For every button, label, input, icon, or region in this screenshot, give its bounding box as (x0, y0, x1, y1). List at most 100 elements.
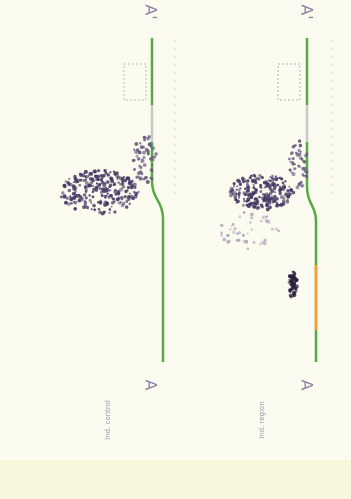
scatter-point (91, 190, 94, 194)
scatter-point (101, 180, 105, 185)
scatter-point (295, 185, 300, 190)
scatter-point (64, 180, 68, 183)
scatter-point (92, 203, 96, 208)
scatter-point (137, 150, 142, 155)
scatter-point (110, 179, 115, 184)
scatter-point (143, 138, 146, 142)
scatter-point (249, 201, 254, 206)
scatter-point (83, 169, 88, 174)
scatter-point (92, 184, 95, 188)
scatter-point (101, 173, 106, 178)
scatter-point (82, 205, 86, 210)
scatter-point (251, 190, 255, 194)
scatter-point (104, 182, 107, 185)
caption: Ind. region (258, 401, 266, 439)
scatter-point (79, 197, 82, 200)
scatter-point (255, 197, 259, 201)
scatter-point (84, 191, 88, 194)
scatter-point (237, 196, 241, 199)
scatter-point (67, 202, 71, 206)
scatter-point (270, 179, 274, 183)
scatter-point (106, 192, 110, 195)
scatter-point (280, 195, 284, 200)
scatter-point (65, 196, 70, 200)
scatter-point (268, 201, 272, 205)
scatter-point (254, 188, 258, 192)
scatter-point (72, 181, 75, 184)
scatter-point (149, 157, 152, 161)
scatter-point (281, 181, 285, 185)
scatter-point (96, 177, 100, 182)
scatter-point (73, 200, 78, 205)
scatter-point (142, 150, 146, 155)
scatter-point (282, 188, 286, 192)
scatter-point (151, 155, 155, 159)
scatter-point (280, 177, 284, 181)
scatter-point (243, 199, 246, 203)
scatter-point (294, 144, 297, 147)
scatter-point (284, 179, 287, 183)
scatter-point (276, 197, 279, 200)
scatter-point (146, 136, 150, 141)
scatter-point (288, 185, 291, 188)
scatter-point (260, 241, 264, 245)
scatter-point (291, 190, 296, 195)
scatter-point (142, 163, 147, 167)
scatter-point (102, 210, 106, 214)
scatter-point (271, 174, 274, 178)
scatter-point (246, 179, 250, 183)
scatter-point (135, 152, 138, 155)
scatter-point (297, 139, 302, 143)
scatter-point (107, 196, 111, 200)
scatter-point (79, 194, 82, 197)
scatter-point (298, 143, 303, 148)
scatter-point (281, 199, 286, 204)
scatter-point (129, 194, 134, 199)
scatter-point (145, 180, 150, 184)
scatter-point (260, 186, 263, 189)
scatter-point (72, 195, 77, 200)
scatter-point (267, 182, 270, 185)
scatter-point (252, 205, 257, 209)
scatter-point (285, 200, 290, 204)
scatter-point (235, 192, 238, 196)
scatter-point (67, 188, 71, 193)
scatter-point (288, 293, 293, 298)
scatter-point (109, 189, 112, 192)
scatter-point (119, 176, 124, 181)
scatter-point (290, 151, 294, 155)
scatter-point (103, 203, 107, 207)
scatter-point (145, 148, 149, 153)
profile-line (305, 142, 318, 265)
scatter-point (236, 185, 239, 188)
scatter-point (120, 195, 124, 199)
scatter-point (233, 227, 237, 231)
scatter-point (62, 194, 67, 199)
scatter-point (97, 183, 101, 187)
scatter-point (142, 156, 146, 160)
scatter-point (250, 228, 253, 231)
scatter-point (242, 197, 245, 200)
scatter-point (287, 280, 292, 285)
scatter-point (273, 184, 277, 188)
scatter-point (74, 191, 77, 194)
scatter-point (258, 174, 262, 177)
start-label: A (142, 380, 161, 391)
scatter-point (113, 188, 117, 192)
scatter-point (270, 195, 273, 198)
scatter-point (232, 230, 236, 235)
scatter-point (77, 178, 81, 182)
scatter-point (293, 281, 297, 286)
scatter-point (110, 205, 113, 208)
scatter-point (289, 274, 293, 278)
scatter-point (114, 192, 119, 196)
scatter-point (85, 206, 90, 210)
scatter-point (137, 190, 140, 194)
scatter-point (284, 192, 288, 196)
scatter-point (236, 178, 240, 183)
panel: A' A Ind. region (219, 4, 333, 439)
start-label: A (298, 380, 317, 391)
scatter-point (82, 178, 86, 183)
scatter-point (142, 145, 145, 149)
scatter-point (235, 201, 239, 204)
